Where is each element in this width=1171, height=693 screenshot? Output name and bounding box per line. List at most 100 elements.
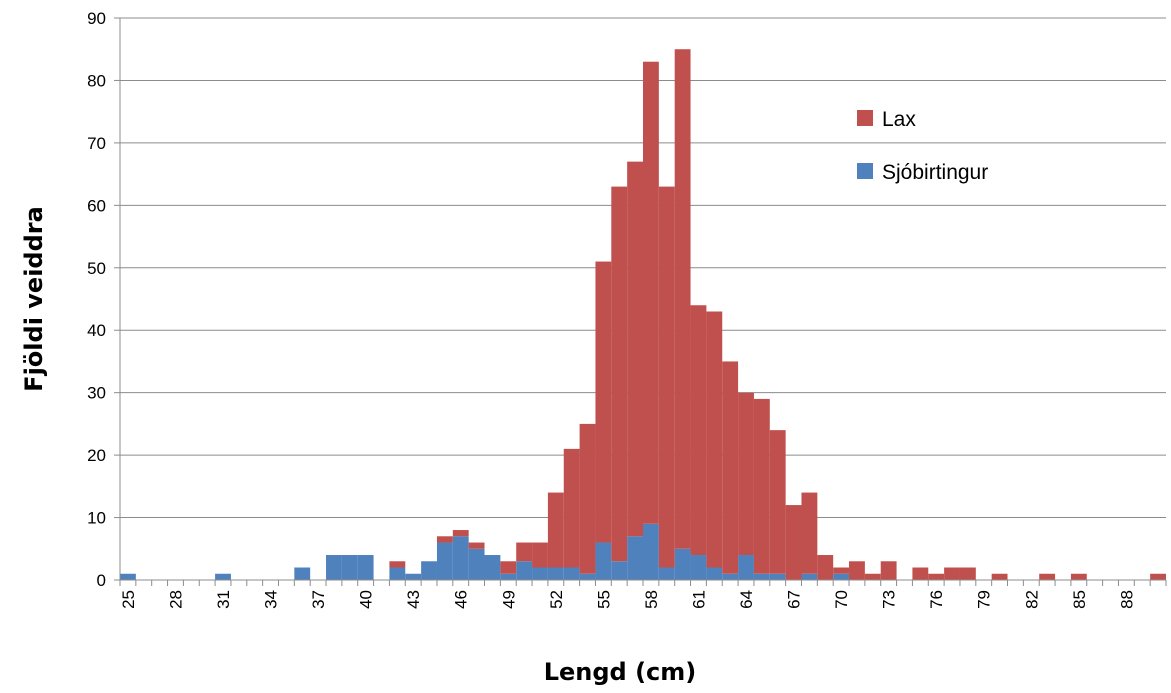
bar-lax-61 [690, 305, 707, 556]
bar-lax-65 [753, 398, 770, 574]
legend-swatch-sj-birtingur [857, 163, 873, 179]
x-tick-label: 55 [594, 590, 613, 609]
bar-lax-52 [547, 492, 564, 568]
bar-lax-42 [389, 561, 406, 568]
y-tick-label: 30 [87, 384, 106, 403]
x-tick-label: 82 [1022, 590, 1041, 609]
bar-lax-62 [706, 311, 723, 568]
bar-sj-birtingur-61 [690, 555, 707, 580]
bar-sj-birtingur-63 [722, 573, 739, 580]
legend: Lax Sjóbirtingur [857, 108, 988, 184]
bar-lax-53 [563, 448, 580, 568]
x-tick-label: 28 [166, 590, 185, 609]
bar-lax-59 [658, 186, 675, 568]
bar-sj-birtingur-47 [468, 548, 485, 580]
bar-lax-80 [991, 573, 1008, 580]
bar-sj-birtingur-46 [452, 536, 469, 580]
x-tick-label: 67 [785, 590, 804, 609]
y-tick-labels: 0 10 20 30 40 50 60 70 80 90 [87, 9, 106, 590]
x-tick-label: 52 [547, 590, 566, 609]
bar-sj-birtingur-39 [341, 555, 358, 580]
bar-lax-72 [864, 573, 881, 580]
y-tick-label: 90 [87, 9, 106, 28]
x-tick-label: 43 [404, 590, 423, 609]
x-tick-label: 37 [309, 590, 328, 609]
bar-sj-birtingur-42 [389, 567, 406, 580]
bar-lax-49 [500, 561, 517, 574]
bar-lax-76 [928, 573, 945, 580]
bar-lax-68 [801, 492, 818, 574]
bar-lax-45 [436, 536, 453, 543]
bar-sj-birtingur-51 [532, 567, 548, 580]
bar-sj-birtingur-38 [326, 555, 342, 580]
y-tick-label: 50 [87, 259, 106, 278]
x-tick-label: 70 [832, 590, 851, 609]
bar-sj-birtingur-53 [563, 567, 580, 580]
y-tick-label: 60 [87, 196, 106, 215]
bar-sj-birtingur-45 [436, 542, 453, 580]
bar-sj-birtingur-57 [627, 536, 643, 580]
bar-lax-78 [959, 567, 976, 580]
bar-lax-63 [722, 361, 739, 574]
x-tick-label: 79 [975, 590, 994, 609]
bar-sj-birtingur-48 [484, 555, 501, 580]
bar-sj-birtingur-70 [833, 573, 850, 580]
bar-lax-56 [611, 186, 628, 562]
bar-lax-67 [785, 505, 802, 580]
x-tick-label: 34 [262, 590, 281, 609]
bar-sj-birtingur-44 [421, 561, 437, 580]
bar-lax-64 [738, 392, 754, 556]
bar-sj-birtingur-65 [753, 573, 770, 580]
bar-sj-birtingur-25 [120, 573, 136, 580]
bar-sj-birtingur-66 [769, 573, 786, 580]
bar-sj-birtingur-50 [516, 561, 533, 580]
y-tick-label: 20 [87, 446, 106, 465]
y-tick-label: 40 [87, 321, 106, 340]
bar-lax-90 [1150, 573, 1166, 580]
x-tick-label: 76 [927, 590, 946, 609]
y-tick-label: 0 [97, 571, 106, 590]
bar-sj-birtingur-64 [738, 555, 754, 580]
bar-lax-60 [674, 49, 691, 549]
bar-lax-73 [880, 561, 897, 580]
bar-lax-47 [468, 542, 485, 549]
x-tick-label: 46 [452, 590, 471, 609]
bar-lax-46 [452, 530, 469, 537]
y-tick-label: 70 [87, 134, 106, 153]
bar-lax-58 [643, 61, 659, 524]
y-axis-title: Fjöldi veiddra [20, 206, 48, 392]
bar-lax-54 [579, 423, 596, 574]
bar-sj-birtingur-68 [801, 573, 818, 580]
legend-swatch-lax [857, 110, 873, 126]
bar-sj-birtingur-36 [294, 567, 311, 580]
bar-lax-75 [912, 567, 929, 580]
bar-sj-birtingur-55 [595, 542, 612, 580]
bar-lax-57 [627, 161, 643, 537]
bar-sj-birtingur-40 [357, 555, 374, 580]
bar-sj-birtingur-56 [611, 561, 628, 580]
x-tick-label: 85 [1070, 590, 1089, 609]
x-tick-label: 64 [737, 590, 756, 609]
bar-lax-66 [769, 430, 786, 574]
x-tick-label: 88 [1117, 590, 1136, 609]
bar-lax-70 [833, 567, 850, 574]
bar-sj-birtingur-31 [215, 573, 231, 580]
bar-lax-55 [595, 261, 612, 543]
x-tick-label: 31 [214, 590, 233, 609]
axes [119, 18, 1167, 586]
x-tick-labels: 25 28 31 34 37 40 43 46 49 52 55 58 61 64 67 70 73 76 79 82… [119, 590, 1136, 609]
bar-lax-50 [516, 542, 533, 562]
x-axis-title: Lengd (cm) [544, 658, 697, 686]
x-tick-label: 73 [880, 590, 899, 609]
bar-sj-birtingur-52 [547, 567, 564, 580]
bar-sj-birtingur-58 [643, 523, 659, 580]
bar-sj-birtingur-59 [658, 567, 675, 580]
y-tick-label: 80 [87, 71, 106, 90]
x-tick-label: 61 [689, 590, 708, 609]
x-tick-label: 25 [119, 590, 138, 609]
legend-label-lax: Lax [882, 108, 916, 131]
bar-sj-birtingur-60 [674, 548, 691, 580]
bar-lax-71 [849, 561, 865, 580]
y-tick-label: 10 [87, 509, 106, 528]
